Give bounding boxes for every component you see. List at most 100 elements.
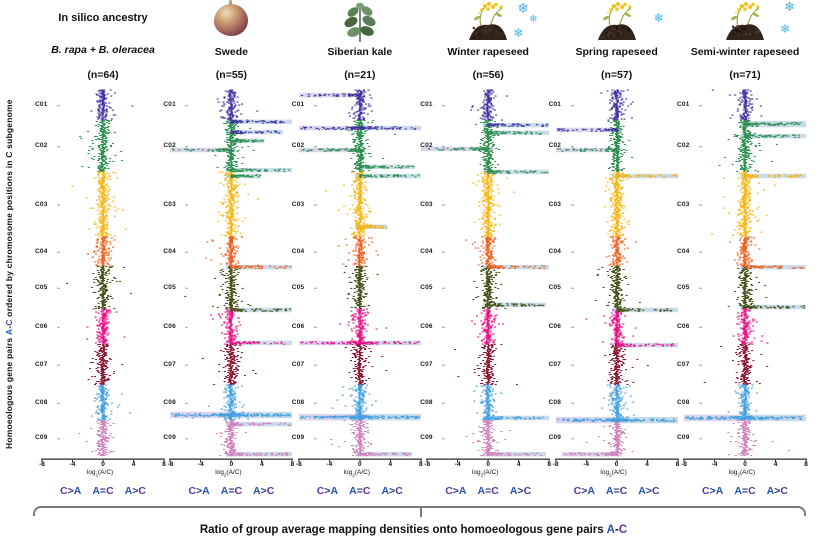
chromosome-label: C02	[548, 142, 562, 150]
x-tick-label: 4	[645, 461, 649, 468]
legend-char: C	[188, 485, 196, 497]
legend-char: C	[395, 485, 403, 497]
y-axis-label-suffix: ordered by chromosome positions in C sub…	[4, 99, 14, 317]
manhattan-plot-canvas	[30, 84, 170, 470]
chromosome-label: C05	[163, 283, 176, 291]
legend-char: >	[452, 485, 459, 497]
chromosome-label: C04	[677, 247, 690, 255]
chromosome-label: C09	[35, 434, 48, 442]
chromosome-label: C06	[548, 322, 562, 330]
chromosome-label: C07	[163, 360, 176, 368]
chromosome-label: C05	[291, 283, 305, 291]
panel-legend: C>A A=C A>C	[38, 485, 168, 497]
x-axis-label-part: (A/C)	[98, 469, 114, 476]
legend-char: >	[774, 485, 781, 497]
legend-char: C	[234, 485, 243, 497]
legend-char: C	[362, 485, 371, 497]
brace-center-tick	[419, 506, 422, 517]
x-axis-label-part: log	[472, 469, 481, 476]
x-tick-label: -4	[69, 461, 76, 468]
x-tick-label: 0	[101, 461, 105, 468]
legend-char: =	[485, 485, 492, 497]
sample-size: (n=21)	[344, 69, 376, 81]
legend-item: C>A	[317, 485, 338, 497]
x-tick-label: -8	[39, 461, 45, 468]
x-tick-label: 4	[388, 461, 393, 468]
panel-heading: In silico ancestry	[58, 12, 148, 24]
group-panel: Winter rapeseed (n=56) ❄ ❄ ❄ C01 C02 C03 C04 C…	[415, 0, 556, 557]
swede-icon	[214, 0, 249, 36]
panel-header: Siberian kale (n=21)	[295, 0, 425, 90]
chromosome-label: C07	[548, 360, 562, 368]
x-axis-label-part: 2	[737, 472, 741, 478]
legend-char: A	[587, 485, 595, 497]
subgenome-c-letter: C	[618, 524, 628, 536]
panel-legend: C>A A=C A>C	[680, 485, 810, 497]
chromosome-label: C04	[35, 247, 48, 255]
panel-title: Spring rapeseed	[575, 46, 658, 58]
species-icon-wrap	[552, 0, 682, 44]
legend-item: A=C	[92, 485, 113, 497]
chromosome-label: C02	[291, 142, 305, 150]
chromosome-label: C04	[548, 247, 562, 255]
x-tick-label: 0	[486, 461, 490, 468]
chromosome-label: C04	[163, 247, 176, 255]
chromosome-label: C08	[291, 398, 305, 406]
legend-item: A=C	[349, 485, 370, 497]
legend-char: >	[389, 485, 396, 497]
chromosome-label: C05	[35, 283, 48, 291]
group-panel: Spring rapeseed (n=57) ❄ C01 C02 C03 C04 C05…	[543, 0, 684, 557]
legend-item: A=C	[478, 485, 499, 497]
x-tick-label: 0	[743, 461, 747, 468]
chromosome-label: C05	[677, 283, 690, 291]
legend-char: >	[645, 485, 652, 497]
snowflake-icon: ❄	[784, 0, 795, 14]
panel-legend: C>A A=C A>C	[423, 485, 553, 497]
legend-char: =	[99, 485, 107, 497]
manhattan-plot-canvas	[672, 84, 812, 470]
x-axis-label: log2(A/C)	[30, 469, 170, 477]
panel-title: B. rapa + B. oleracea	[51, 44, 155, 56]
legend-item: A>C	[253, 485, 274, 497]
x-axis-label-part: (A/C)	[226, 469, 242, 476]
panel-title: Swede	[214, 46, 249, 58]
chromosome-label: C07	[420, 360, 433, 368]
panel-header: Winter rapeseed (n=56) ❄ ❄ ❄	[423, 0, 553, 90]
legend-char: A	[509, 485, 518, 497]
x-axis-label-part: log	[86, 469, 96, 476]
sample-size: (n=57)	[600, 69, 633, 81]
legend-item: A=C	[606, 485, 627, 497]
chromosome-label: C06	[35, 322, 48, 330]
legend-char: C	[573, 485, 582, 497]
x-tick-label: -4	[198, 461, 204, 468]
chromosome-label: C04	[291, 247, 305, 255]
manhattan-plot-canvas	[415, 84, 556, 470]
panel-legend: C>A A=C A>C	[552, 485, 682, 497]
legend-item: A>C	[767, 485, 788, 497]
rapeseed-icon	[469, 2, 508, 40]
caption-text: Ratio of group average mapping densities…	[199, 524, 604, 536]
x-tick-label: -4	[711, 461, 718, 468]
pair-dash: -	[614, 524, 619, 536]
snowflake-icon: ❄	[517, 0, 529, 16]
legend-char: >	[517, 485, 524, 497]
legend-char: A	[605, 485, 614, 497]
panel-legend: C>A A=C A>C	[166, 485, 296, 497]
legend-char: C	[780, 485, 788, 497]
chromosome-label: C09	[548, 434, 562, 442]
species-icon-wrap	[38, 0, 168, 44]
legend-item: C>A	[574, 485, 595, 497]
y-axis-label: Homoeologous gene pairs A-C ordered by c…	[2, 88, 16, 460]
chromosome-label: C09	[677, 434, 690, 442]
chromosome-label: C05	[420, 283, 433, 291]
chromosome-label: C03	[677, 200, 690, 208]
chromosome-label: C07	[291, 360, 305, 368]
x-tick-label: 0	[229, 461, 234, 468]
legend-char: A	[766, 485, 775, 497]
legend-char: A	[638, 485, 646, 497]
x-axis-label-part: (A/C)	[611, 469, 627, 476]
panel-header: Spring rapeseed (n=57) ❄	[552, 0, 682, 90]
x-tick-label: 0	[614, 461, 619, 468]
chromosome-label: C07	[35, 360, 48, 368]
